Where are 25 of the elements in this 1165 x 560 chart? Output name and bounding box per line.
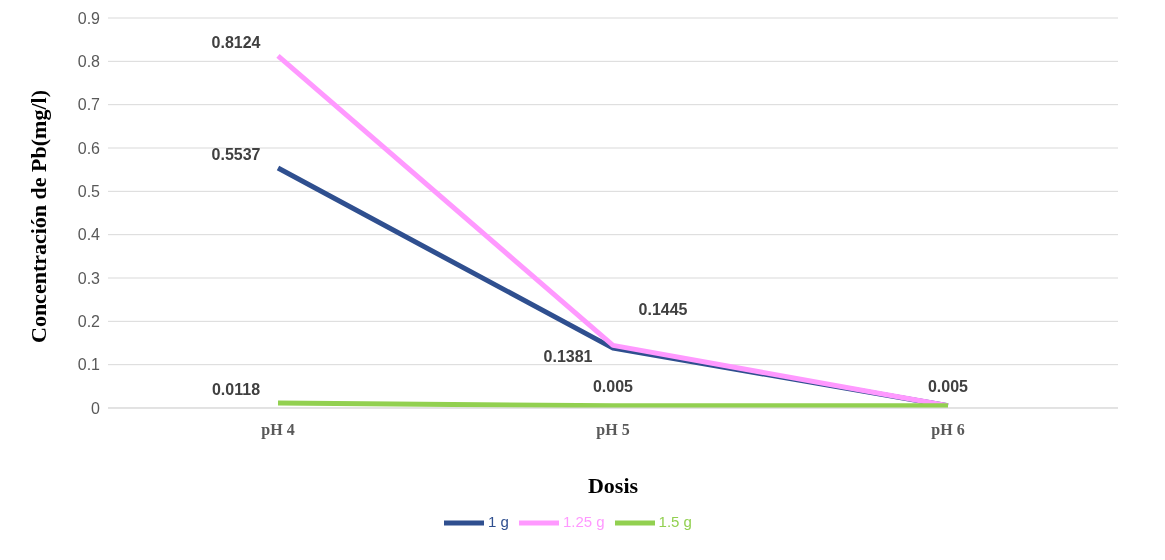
y-tick-label: 0.1 <box>77 356 101 374</box>
x-tick-label: pH 6 <box>931 421 965 440</box>
data-label: 0.5537 <box>211 146 261 164</box>
x-tick-label: pH 5 <box>596 421 630 440</box>
x-tick-label: pH 4 <box>261 421 295 440</box>
data-label: 0.1381 <box>543 348 593 366</box>
legend-label: 1 g <box>488 512 509 530</box>
legend-label: 1.25 g <box>562 512 605 530</box>
data-label: 0.1445 <box>638 301 688 319</box>
y-tick-label: 0.9 <box>77 9 101 27</box>
data-label: 0.005 <box>927 377 969 395</box>
y-tick-label: 0 <box>91 399 101 417</box>
y-axis-title: Concentración de Pb(mg/l) <box>25 90 51 343</box>
data-label: 0.8124 <box>211 33 261 51</box>
legend-label: 1.5 g <box>658 512 692 530</box>
y-tick-label: 0.2 <box>77 313 101 331</box>
y-tick-label: 0.6 <box>77 139 101 157</box>
y-tick-label: 0.5 <box>77 183 101 201</box>
y-tick-label: 0.3 <box>77 269 101 287</box>
x-axis-title: Dosis <box>587 473 639 498</box>
y-tick-label: 0.4 <box>77 226 101 244</box>
data-label: 0.005 <box>592 377 634 395</box>
y-tick-label: 0.7 <box>77 96 101 114</box>
y-tick-label: 0.8 <box>77 53 101 71</box>
data-label: 0.0118 <box>211 380 261 398</box>
